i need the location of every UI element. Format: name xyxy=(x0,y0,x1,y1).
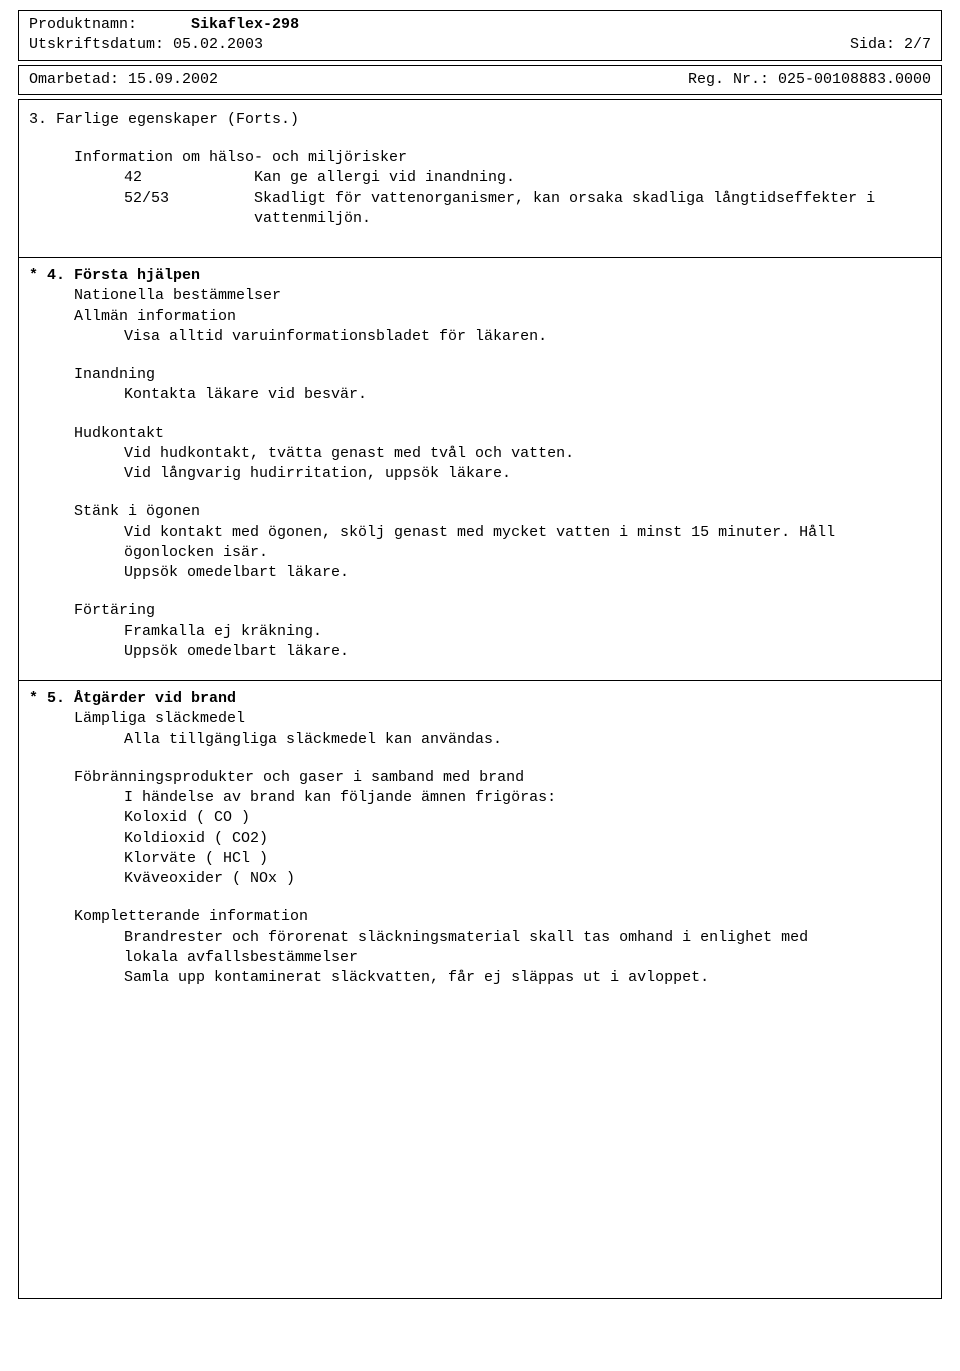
supplementary-text: Samla upp kontaminerat släckvatten, får … xyxy=(124,968,931,988)
combustion-item: Klorväte ( HCl ) xyxy=(124,849,931,869)
section-5-title: * 5. Åtgärder vid brand xyxy=(29,689,931,709)
inhalation-heading: Inandning xyxy=(74,365,931,385)
health-env-risks-heading: Information om hälso- och miljörisker xyxy=(74,148,931,168)
supplementary-heading: Kompletterande information xyxy=(74,907,931,927)
section-5: * 5. Åtgärder vid brand Lämpliga släckme… xyxy=(29,689,931,988)
ingestion-heading: Förtäring xyxy=(74,601,931,621)
ingestion-text: Framkalla ej kräkning. xyxy=(124,622,931,642)
section-4: * 4. Första hjälpen Nationella bestämmel… xyxy=(29,266,931,662)
risk-row: 52/53 Skadligt för vattenorganismer, kan… xyxy=(29,189,931,230)
eye-splash-heading: Stänk i ögonen xyxy=(74,502,931,522)
product-label: Produktnamn: xyxy=(29,16,137,33)
eye-splash-text: Vid kontakt med ögonen, skölj genast med… xyxy=(124,523,844,564)
skin-contact-heading: Hudkontakt xyxy=(74,424,931,444)
risk-row: 42 Kan ge allergi vid inandning. xyxy=(29,168,931,188)
inhalation-text: Kontakta läkare vid besvär. xyxy=(124,385,931,405)
risk-text: Skadligt för vattenorganismer, kan orsak… xyxy=(254,189,931,230)
product-line: Produktnamn: Sikaflex-298 xyxy=(29,15,299,35)
supplementary-text: Brandrester och förorenat släckningsmate… xyxy=(124,928,844,969)
risk-text: Kan ge allergi vid inandning. xyxy=(254,168,931,188)
page-number: Sida: 2/7 xyxy=(850,35,931,55)
skin-contact-text: Vid hudkontakt, tvätta genast med tvål o… xyxy=(124,444,931,464)
extinguishing-text: Alla tillgängliga släckmedel kan använda… xyxy=(124,730,931,750)
ingestion-text: Uppsök omedelbart läkare. xyxy=(124,642,931,662)
revision-row: Omarbetad: 15.09.2002 Reg. Nr.: 025-0010… xyxy=(29,70,931,90)
divider xyxy=(19,680,941,681)
combustion-text: I händelse av brand kan följande ämnen f… xyxy=(124,788,931,808)
risk-code: 52/53 xyxy=(124,189,254,230)
section-4-title: * 4. Första hjälpen xyxy=(29,266,931,286)
divider xyxy=(19,257,941,258)
national-provisions: Nationella bestämmelser xyxy=(74,286,931,306)
header-row-1: Produktnamn: Sikaflex-298 xyxy=(29,15,931,35)
risk-code: 42 xyxy=(124,168,254,188)
skin-contact-text: Vid långvarig hudirritation, uppsök läka… xyxy=(124,464,931,484)
general-info-heading: Allmän information xyxy=(74,307,931,327)
extinguishing-heading: Lämpliga släckmedel xyxy=(74,709,931,729)
section-3-title: 3. Farlige egenskaper (Forts.) xyxy=(29,110,931,130)
revision-box: Omarbetad: 15.09.2002 Reg. Nr.: 025-0010… xyxy=(18,65,942,95)
combustion-item: Koldioxid ( CO2) xyxy=(124,829,931,849)
revised-date: Omarbetad: 15.09.2002 xyxy=(29,70,218,90)
print-date: Utskriftsdatum: 05.02.2003 xyxy=(29,35,263,55)
header-row-2: Utskriftsdatum: 05.02.2003 Sida: 2/7 xyxy=(29,35,931,55)
combustion-item: Kväveoxider ( NOx ) xyxy=(124,869,931,889)
document-header: Produktnamn: Sikaflex-298 Utskriftsdatum… xyxy=(18,10,942,61)
section-3-body: Information om hälso- och miljörisker 42… xyxy=(29,148,931,229)
general-info-text: Visa alltid varuinformationsbladet för l… xyxy=(124,327,931,347)
content-box: 3. Farlige egenskaper (Forts.) Informati… xyxy=(18,99,942,1299)
page: Produktnamn: Sikaflex-298 Utskriftsdatum… xyxy=(0,0,960,1371)
product-name: Sikaflex-298 xyxy=(191,16,299,33)
combustion-item: Koloxid ( CO ) xyxy=(124,808,931,828)
reg-number: Reg. Nr.: 025-00108883.0000 xyxy=(688,70,931,90)
eye-splash-text: Uppsök omedelbart läkare. xyxy=(124,563,931,583)
combustion-heading: Föbränningsprodukter och gaser i samband… xyxy=(74,768,931,788)
